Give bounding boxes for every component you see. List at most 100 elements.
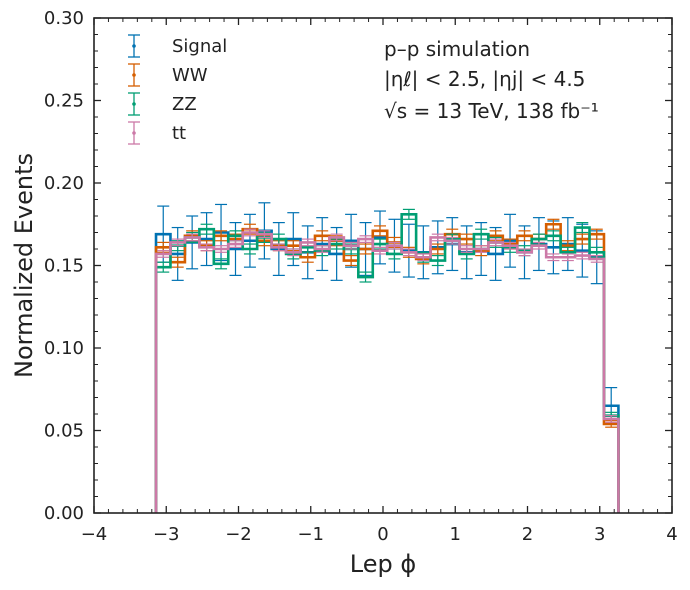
annotation-line-1: p–p simulation xyxy=(384,37,530,61)
error-bar xyxy=(561,253,574,262)
error-bar xyxy=(157,250,170,258)
y-tick-label: 0.10 xyxy=(44,338,84,359)
x-tick-label: 3 xyxy=(594,524,605,545)
error-bar xyxy=(576,251,589,260)
error-bar xyxy=(215,258,228,270)
error-bar xyxy=(504,241,517,250)
y-tick-label: 0.05 xyxy=(44,421,84,442)
legend: Signal WW ZZ tt xyxy=(128,34,227,145)
error-bar xyxy=(388,241,401,250)
error-bar xyxy=(547,230,560,242)
x-tick-label: 0 xyxy=(377,524,388,545)
error-bar xyxy=(576,222,589,234)
error-bar xyxy=(373,210,386,265)
annotation-line-2: |ηℓ| < 2.5, |ηj| < 4.5 xyxy=(384,67,585,91)
error-bar xyxy=(547,218,560,230)
error-bar xyxy=(200,212,213,267)
y-tick-label: 0.30 xyxy=(44,8,84,29)
error-bar xyxy=(518,248,531,257)
series-layer xyxy=(154,202,620,513)
error-bar xyxy=(171,226,184,281)
error-bar xyxy=(373,246,386,255)
error-bar xyxy=(243,228,256,237)
error-bar xyxy=(605,415,618,423)
error-bar xyxy=(460,245,473,253)
x-tick-label: 1 xyxy=(450,524,461,545)
error-bar xyxy=(518,230,531,242)
error-bar xyxy=(258,230,271,239)
error-bar xyxy=(229,240,242,248)
annotation-line-3: √s = 13 TeV, 138 fb⁻¹ xyxy=(384,99,599,123)
y-tick-label: 0.15 xyxy=(44,256,84,277)
error-bar xyxy=(171,238,184,247)
error-bar xyxy=(345,255,358,267)
error-bar xyxy=(373,225,386,237)
x-tick-labels: −4 −3 −2 −1 0 1 2 3 4 xyxy=(81,524,678,545)
error-bar xyxy=(301,238,314,247)
error-bar xyxy=(287,248,300,257)
error-bar xyxy=(576,233,589,245)
error-bar xyxy=(590,255,603,263)
annotation-block: p–p simulation |ηℓ| < 2.5, |ηj| < 4.5 √s… xyxy=(384,37,599,123)
legend-item: tt xyxy=(128,121,186,145)
error-bar xyxy=(359,243,372,255)
y-tick-label: 0.25 xyxy=(44,91,84,112)
legend-label: Signal xyxy=(172,36,227,57)
legend-item: Signal xyxy=(128,34,227,58)
error-bar xyxy=(402,248,415,257)
y-axis-title: Normalized Events xyxy=(10,153,38,378)
error-bar xyxy=(460,233,473,245)
error-bar xyxy=(316,245,329,253)
plot-frame xyxy=(93,17,673,514)
legend-marker-dot xyxy=(132,44,136,48)
error-bar xyxy=(402,208,415,220)
legend-label: tt xyxy=(172,123,186,144)
error-bar xyxy=(359,271,372,283)
legend-item: WW xyxy=(128,63,208,87)
error-bar xyxy=(272,243,285,252)
legend-marker-dot xyxy=(132,131,136,135)
error-bar xyxy=(475,228,488,240)
x-tick-label: 2 xyxy=(522,524,533,545)
error-bar xyxy=(215,245,228,253)
error-bar xyxy=(431,255,444,267)
x-axis-title: Lep ϕ xyxy=(350,550,416,578)
error-bar xyxy=(475,245,488,253)
x-tick-label: −1 xyxy=(297,524,324,545)
error-bar xyxy=(186,233,199,242)
series-tt xyxy=(154,228,620,513)
legend-item: ZZ xyxy=(128,92,197,116)
error-bar xyxy=(157,261,170,273)
error-bar xyxy=(417,253,430,262)
error-bar xyxy=(243,243,256,255)
legend-marker-dot xyxy=(132,73,136,77)
error-bar xyxy=(316,230,329,242)
error-bar xyxy=(215,230,228,242)
x-tick-label: −4 xyxy=(81,524,108,545)
error-bar xyxy=(547,253,560,262)
error-bar xyxy=(431,243,444,255)
y-tick-label: 0.20 xyxy=(44,173,84,194)
x-tick-label: −2 xyxy=(225,524,252,545)
error-bar xyxy=(243,213,256,268)
error-bar xyxy=(590,228,603,240)
x-tick-label: 4 xyxy=(666,524,677,545)
legend-label: WW xyxy=(172,65,208,86)
error-bar xyxy=(489,238,502,247)
error-bar xyxy=(532,241,545,250)
error-bar xyxy=(330,233,343,242)
error-bar xyxy=(359,235,372,243)
error-bar xyxy=(316,217,329,272)
y-tick-label: 0.00 xyxy=(44,503,84,524)
error-bar xyxy=(431,233,444,242)
x-tick-label: −3 xyxy=(153,524,180,545)
y-tick-labels: 0.00 0.05 0.10 0.15 0.20 0.25 0.30 xyxy=(44,8,84,524)
error-bar xyxy=(200,223,213,235)
legend-marker-dot xyxy=(132,102,136,106)
error-bar xyxy=(200,243,213,252)
legend-label: ZZ xyxy=(172,94,197,115)
error-bar xyxy=(171,256,184,268)
error-bar xyxy=(446,236,459,245)
